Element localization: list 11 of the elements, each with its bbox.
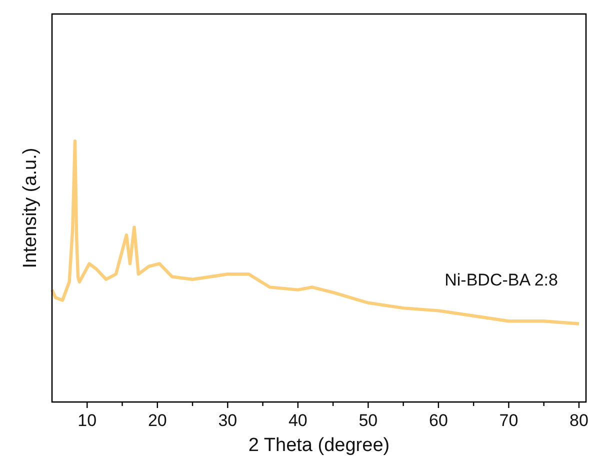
x-tick-label: 50	[358, 411, 378, 430]
x-tick-label: 20	[148, 411, 167, 430]
x-tick-label: 80	[570, 411, 588, 430]
series-label: Ni-BDC-BA 2:8	[444, 270, 558, 290]
x-tick-label: 70	[499, 411, 518, 430]
x-tick-label: 10	[78, 411, 97, 430]
x-tick-label: 60	[428, 411, 448, 430]
x-tick-label: 30	[218, 411, 238, 430]
y-axis-title: Intensity (a.u.)	[20, 148, 41, 268]
x-tick-label: 40	[288, 411, 308, 430]
x-axis-title: 2 Theta (degree)	[248, 435, 390, 456]
